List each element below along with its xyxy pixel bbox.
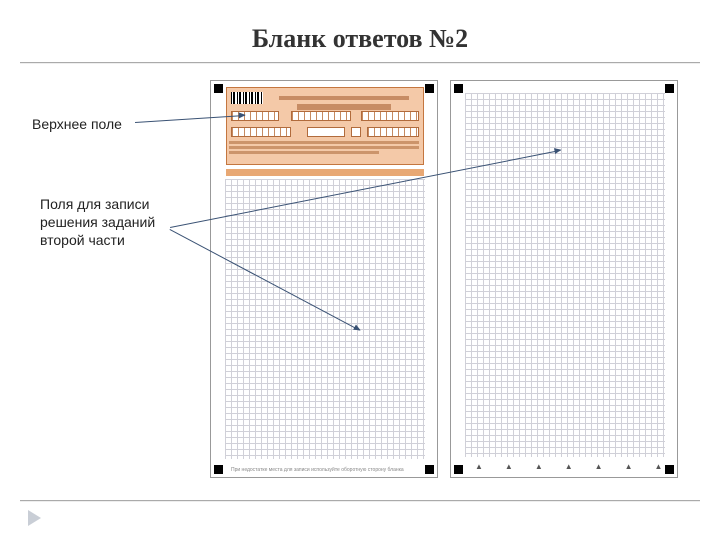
header-input-box (351, 127, 361, 137)
answer-grid-area (225, 179, 425, 459)
header-smalltext (229, 146, 419, 149)
label-top-field: Верхнее поле (32, 115, 122, 133)
warning-strip (226, 169, 424, 176)
label-solution-fields: Поля для записирешения заданийвторой час… (40, 195, 155, 250)
header-smalltext (229, 151, 379, 154)
divider-top (20, 62, 700, 64)
header-input-box (367, 127, 419, 137)
fiducial-marker (214, 465, 223, 474)
answer-form-back: ▲▲▲▲▲▲▲ (450, 80, 678, 478)
fiducial-marker (425, 84, 434, 93)
footer-triangles: ▲▲▲▲▲▲▲ (475, 462, 684, 471)
fiducial-marker (214, 84, 223, 93)
answer-form-front: При недостатке места для записи использу… (210, 80, 438, 478)
footer-note: При недостатке места для записи использу… (231, 467, 404, 473)
page-title: Бланк ответов №2 (0, 24, 720, 54)
header-title (297, 104, 391, 110)
header-input-box (307, 127, 345, 137)
header-line (279, 96, 409, 100)
fiducial-marker (454, 465, 463, 474)
fiducial-marker (425, 465, 434, 474)
divider-bottom (20, 500, 700, 502)
header-input-box (231, 127, 291, 137)
fiducial-marker (665, 84, 674, 93)
barcode (231, 92, 263, 104)
answer-grid-area (465, 93, 665, 457)
label-top-field-text: Верхнее поле (32, 116, 122, 132)
header-input-box (291, 111, 351, 121)
header-smalltext (229, 141, 419, 144)
play-icon (28, 510, 41, 526)
header-input-box (361, 111, 419, 121)
fiducial-marker (454, 84, 463, 93)
title-text: Бланк ответов №2 (252, 24, 468, 53)
